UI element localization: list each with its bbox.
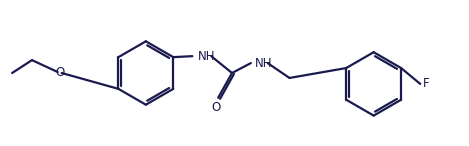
Text: O: O [55, 66, 64, 80]
Text: NH: NH [255, 57, 272, 70]
Text: F: F [423, 77, 430, 90]
Text: NH: NH [198, 50, 216, 63]
Text: O: O [212, 101, 221, 114]
